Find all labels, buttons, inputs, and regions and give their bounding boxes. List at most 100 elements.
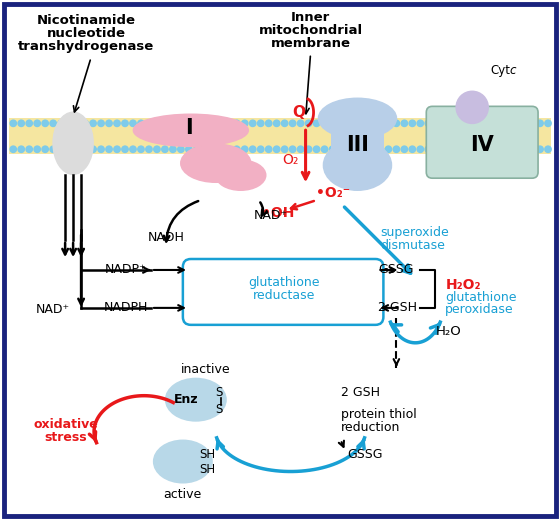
Circle shape [74,120,80,126]
Circle shape [345,120,352,126]
Text: superoxide: superoxide [381,226,449,239]
Circle shape [58,146,64,152]
Circle shape [18,120,25,126]
Circle shape [258,120,264,126]
Circle shape [545,146,551,152]
Circle shape [154,120,160,126]
Circle shape [441,120,447,126]
Circle shape [497,120,503,126]
Circle shape [281,146,288,152]
Circle shape [114,146,120,152]
Circle shape [98,120,104,126]
Text: IV: IV [470,135,494,155]
Circle shape [290,146,296,152]
Circle shape [409,146,415,152]
Circle shape [210,120,216,126]
Circle shape [393,146,400,152]
Text: Cyt: Cyt [490,64,510,77]
Circle shape [66,120,72,126]
Circle shape [489,120,495,126]
Circle shape [202,120,208,126]
Bar [10,119,551,154]
Text: 2 GSH: 2 GSH [378,302,418,315]
Circle shape [529,120,536,126]
Text: Inner: Inner [291,10,330,23]
Circle shape [18,146,25,152]
Circle shape [425,146,432,152]
Ellipse shape [134,114,248,146]
Circle shape [226,146,232,152]
Circle shape [314,146,320,152]
Circle shape [178,146,184,152]
Circle shape [106,146,112,152]
Circle shape [58,120,64,126]
Circle shape [457,146,463,152]
Circle shape [353,120,359,126]
Text: I: I [185,119,193,138]
Circle shape [441,146,447,152]
Circle shape [369,120,376,126]
Circle shape [361,146,368,152]
Text: membrane: membrane [271,36,350,49]
Circle shape [377,146,383,152]
Bar [330,128,385,152]
Circle shape [513,146,519,152]
Circle shape [505,146,511,152]
Circle shape [425,120,432,126]
Circle shape [122,146,128,152]
Text: inactive: inactive [181,363,231,376]
Text: protein thiol: protein thiol [340,408,416,421]
Circle shape [146,120,152,126]
Circle shape [305,120,312,126]
Circle shape [226,120,232,126]
Text: Q: Q [292,105,305,120]
Circle shape [489,146,495,152]
Circle shape [210,146,216,152]
Circle shape [513,120,519,126]
Circle shape [266,146,272,152]
Circle shape [90,120,96,126]
Circle shape [146,146,152,152]
Text: III: III [346,135,369,155]
Circle shape [377,120,383,126]
Text: NAD⁺: NAD⁺ [36,303,70,316]
Circle shape [10,146,16,152]
Circle shape [409,120,415,126]
Circle shape [42,120,49,126]
Circle shape [273,146,280,152]
Circle shape [249,120,256,126]
Ellipse shape [319,98,396,138]
Circle shape [186,120,192,126]
Circle shape [297,120,304,126]
Circle shape [82,120,88,126]
Circle shape [449,146,456,152]
Text: oxidative: oxidative [34,418,98,431]
Circle shape [234,120,240,126]
Circle shape [217,120,224,126]
Circle shape [497,146,503,152]
Circle shape [337,120,344,126]
Text: NADPH: NADPH [104,302,148,315]
Circle shape [193,120,200,126]
Text: H₂O: H₂O [435,326,461,339]
Ellipse shape [166,379,226,421]
Circle shape [337,146,344,152]
Text: O₂: O₂ [282,153,299,167]
Circle shape [321,120,328,126]
Text: c: c [509,64,515,77]
Circle shape [26,120,32,126]
Text: H₂O₂: H₂O₂ [446,278,481,292]
Circle shape [50,120,56,126]
Ellipse shape [53,112,93,174]
Text: NADP⁺: NADP⁺ [105,264,147,277]
Circle shape [481,120,487,126]
Circle shape [74,146,80,152]
Circle shape [217,146,224,152]
Circle shape [202,146,208,152]
Text: SH: SH [200,448,216,461]
FancyBboxPatch shape [183,259,383,325]
Text: GSSG: GSSG [378,264,414,277]
Text: 2 GSH: 2 GSH [340,386,380,399]
Circle shape [10,120,16,126]
Circle shape [361,120,368,126]
